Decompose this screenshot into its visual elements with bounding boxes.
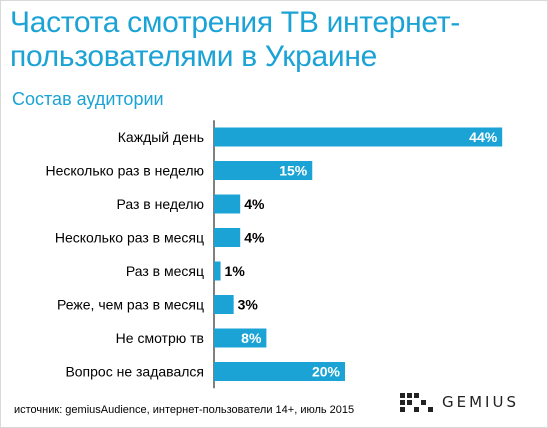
- bar: [214, 127, 503, 147]
- category-label: Вопрос не задавался: [65, 364, 204, 380]
- data-label: 4%: [244, 230, 265, 246]
- category-label: Реже, чем раз в месяц: [57, 297, 204, 313]
- bar: [214, 328, 267, 348]
- bar: [214, 194, 241, 214]
- data-label: 15%: [279, 163, 308, 179]
- bar: [214, 295, 234, 314]
- bar: [214, 228, 241, 247]
- source-note: источник: gemiusAudience, интернет-польз…: [14, 404, 355, 416]
- chart-title: Частота смотрения ТВ интернет-пользовате…: [10, 6, 460, 73]
- category-label: Раз в неделю: [116, 196, 204, 212]
- category-label: Несколько раз в неделю: [46, 163, 205, 179]
- brand-logo: GEMIUS: [400, 392, 519, 412]
- data-label: 3%: [238, 297, 259, 313]
- category-label: Несколько раз в месяц: [55, 230, 204, 246]
- data-label: 44%: [469, 129, 498, 145]
- data-label: 1%: [225, 263, 246, 279]
- bar: [214, 362, 345, 381]
- chart-subtitle: Состав аудитории: [12, 89, 164, 109]
- data-label: 8%: [241, 330, 262, 346]
- bar: [214, 161, 313, 180]
- gemius-dots-icon: [400, 393, 433, 412]
- category-label: Не смотрю тв: [116, 330, 204, 346]
- category-label: Раз в месяц: [126, 263, 204, 279]
- data-label: 4%: [244, 196, 265, 212]
- category-label: Каждый день: [118, 129, 204, 145]
- brand-name: GEMIUS: [442, 393, 519, 411]
- bar: [214, 261, 221, 281]
- data-label: 20%: [312, 364, 341, 380]
